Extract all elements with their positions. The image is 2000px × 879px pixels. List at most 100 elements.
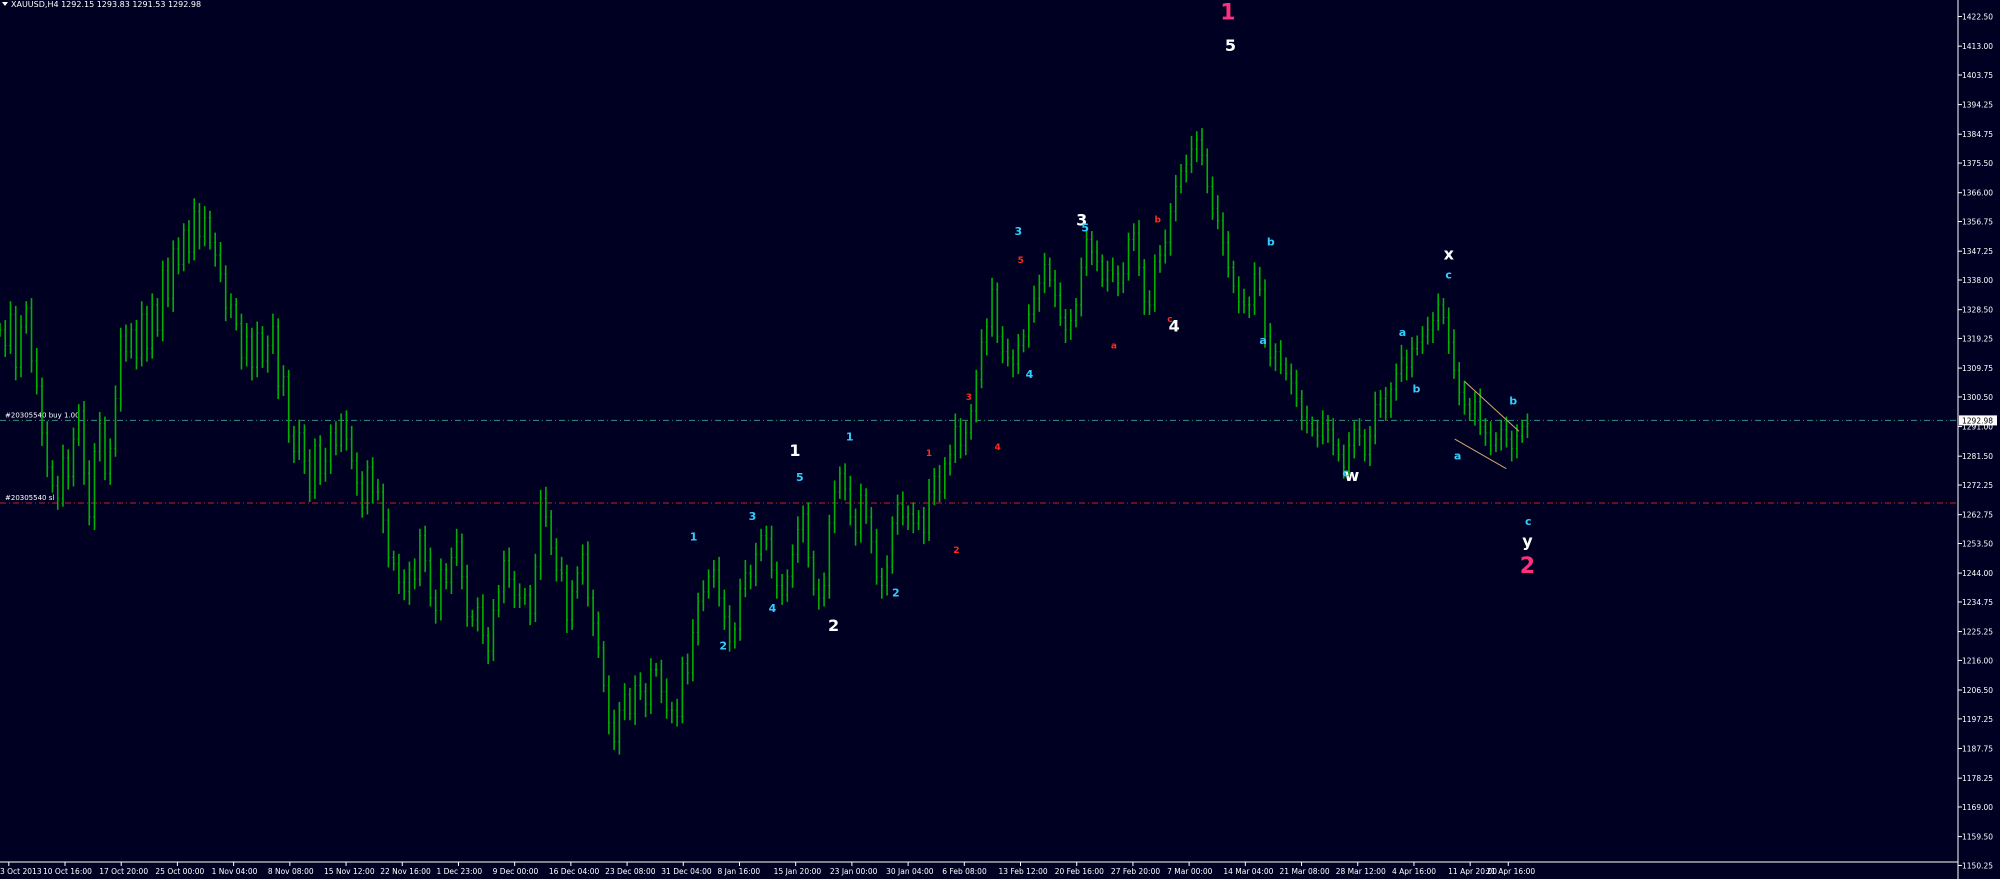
price-series	[0, 128, 1529, 755]
price-tick-label: 1225.25	[1962, 628, 1993, 637]
time-tick-label: 14 Mar 04:00	[1223, 867, 1273, 876]
time-tick-label: 15 Jan 20:00	[774, 867, 822, 876]
time-tick-label: 10 Oct 16:00	[43, 867, 92, 876]
time-axis: 3 Oct 2013 10 Oct 16:00 17 Oct 20:00 25 Oct…	[0, 861, 1958, 876]
wave-label: 5	[1018, 256, 1024, 266]
price-tick-label: 1159.50	[1962, 833, 1993, 842]
price-tick-label: 1253.50	[1962, 539, 1993, 548]
price-tick-label: 1234.75	[1962, 598, 1993, 607]
triangle-pattern	[1454, 380, 1520, 470]
wave-label: w	[1344, 466, 1359, 485]
wave-label: 3	[749, 510, 757, 523]
time-tick-label: 20 Feb 16:00	[1055, 867, 1104, 876]
reference-line-label: #20305540 sl	[5, 494, 54, 502]
time-tick-label: 23 Dec 08:00	[605, 867, 656, 876]
wave-label: 3	[966, 393, 972, 403]
wave-label: 2	[892, 586, 900, 599]
time-tick-label: 13 Feb 12:00	[999, 867, 1048, 876]
price-axis: 1422.50 1413.00 1403.75 1394.25 1384.75 1375.…	[1957, 0, 1997, 879]
price-tick-label: 1319.25	[1962, 334, 1993, 343]
time-tick-label: 17 Oct 20:00	[99, 867, 148, 876]
triangle-lower-line	[1454, 438, 1507, 470]
current-price-label: 1292.98	[1962, 416, 1993, 425]
wave-label: 5	[1081, 222, 1089, 235]
price-tick-label: 1338.00	[1962, 276, 1993, 285]
time-tick-label: 8 Jan 16:00	[717, 867, 760, 876]
wave-label: b	[1412, 382, 1420, 395]
time-tick-label: 4 Apr 16:00	[1392, 867, 1436, 876]
wave-label: 1	[1220, 1, 1235, 26]
price-tick-label: 1216.00	[1962, 656, 1993, 665]
wave-label: 3	[1076, 210, 1087, 229]
wave-label: 5	[796, 471, 804, 484]
time-tick-label: 16 Dec 04:00	[549, 867, 600, 876]
wave-label: c	[1342, 466, 1349, 479]
time-tick-label: 25 Oct 00:00	[155, 867, 204, 876]
time-tick-label: 23 Jan 00:00	[830, 867, 878, 876]
price-tick-label: 1375.50	[1962, 159, 1993, 168]
wave-label: x	[1444, 245, 1455, 264]
price-tick-label: 1169.00	[1962, 803, 1993, 812]
time-tick-label: 27 Feb 20:00	[1111, 867, 1160, 876]
time-tick-label: 30 Jan 04:00	[886, 867, 934, 876]
wave-label: 1	[926, 449, 932, 459]
price-tick-label: 1422.50	[1962, 13, 1993, 22]
wave-label: 4	[995, 443, 1001, 453]
wave-label: b	[1155, 215, 1162, 225]
price-tick-label: 1197.25	[1962, 715, 1993, 724]
price-tick-label: 1413.00	[1962, 42, 1993, 51]
time-tick-label: 28 Mar 12:00	[1336, 867, 1386, 876]
time-tick-label: 21 Apr 16:00	[1486, 867, 1535, 876]
wave-label: 1	[690, 530, 698, 543]
price-tick-label: 1244.00	[1962, 569, 1993, 578]
wave-label: 4	[1169, 316, 1180, 335]
price-tick-label: 1150.25	[1962, 861, 1993, 870]
time-tick-label: 8 Nov 08:00	[268, 867, 314, 876]
time-tick-label: 9 Dec 00:00	[493, 867, 539, 876]
wave-label: 4	[1026, 368, 1034, 381]
wave-label: b	[1509, 395, 1517, 408]
wave-label: c	[1167, 315, 1172, 325]
price-tick-label: 1403.75	[1962, 71, 1993, 80]
price-tick-label: 1384.75	[1962, 130, 1993, 139]
time-tick-label: 7 Mar 00:00	[1167, 867, 1213, 876]
wave-label: 2	[828, 616, 839, 635]
price-tick-label: 1356.75	[1962, 218, 1993, 227]
wave-label: 4	[769, 602, 777, 615]
price-tick-label: 1300.50	[1962, 393, 1993, 402]
price-tick-label: 1366.00	[1962, 189, 1993, 198]
wave-label: a	[1454, 449, 1461, 462]
wave-label: b	[1267, 236, 1275, 249]
wave-label: y	[1522, 532, 1533, 551]
price-tick-label: 1309.75	[1962, 364, 1993, 373]
time-tick-label: 11 Apr 20:00	[1448, 867, 1497, 876]
time-tick-label: 22 Nov 16:00	[380, 867, 431, 876]
time-tick-label: 3 Oct 2013	[0, 867, 42, 876]
price-tick-label: 1187.75	[1962, 745, 1993, 754]
current-price-box	[1959, 415, 1997, 426]
time-tick-label: 6 Feb 08:00	[942, 867, 987, 876]
wave-label: c	[1525, 515, 1532, 528]
wave-label: 1	[789, 441, 800, 460]
triangle-down-icon[interactable]	[2, 2, 8, 6]
wave-label: 1	[846, 431, 854, 444]
price-tick-label: 1328.50	[1962, 306, 1993, 315]
price-tick-label: 1347.25	[1962, 247, 1993, 256]
wave-label: a	[1399, 326, 1406, 339]
time-tick-label: 1 Dec 23:00	[436, 867, 482, 876]
wave-label: c	[1445, 268, 1452, 281]
time-tick-label: 1 Nov 04:00	[212, 867, 258, 876]
price-tick-label: 1178.25	[1962, 774, 1993, 783]
price-tick-label: 1281.50	[1962, 452, 1993, 461]
wave-label: 2	[953, 546, 959, 556]
time-tick-label: 21 Mar 08:00	[1280, 867, 1330, 876]
wave-label: a	[1111, 342, 1117, 352]
price-tick-label: 1262.75	[1962, 511, 1993, 520]
symbol-info: XAUUSD,H4 1292.15 1293.83 1291.53 1292.9…	[11, 0, 201, 9]
price-tick-label: 1291.00	[1962, 423, 1993, 432]
wave-label: 3	[1015, 225, 1023, 238]
